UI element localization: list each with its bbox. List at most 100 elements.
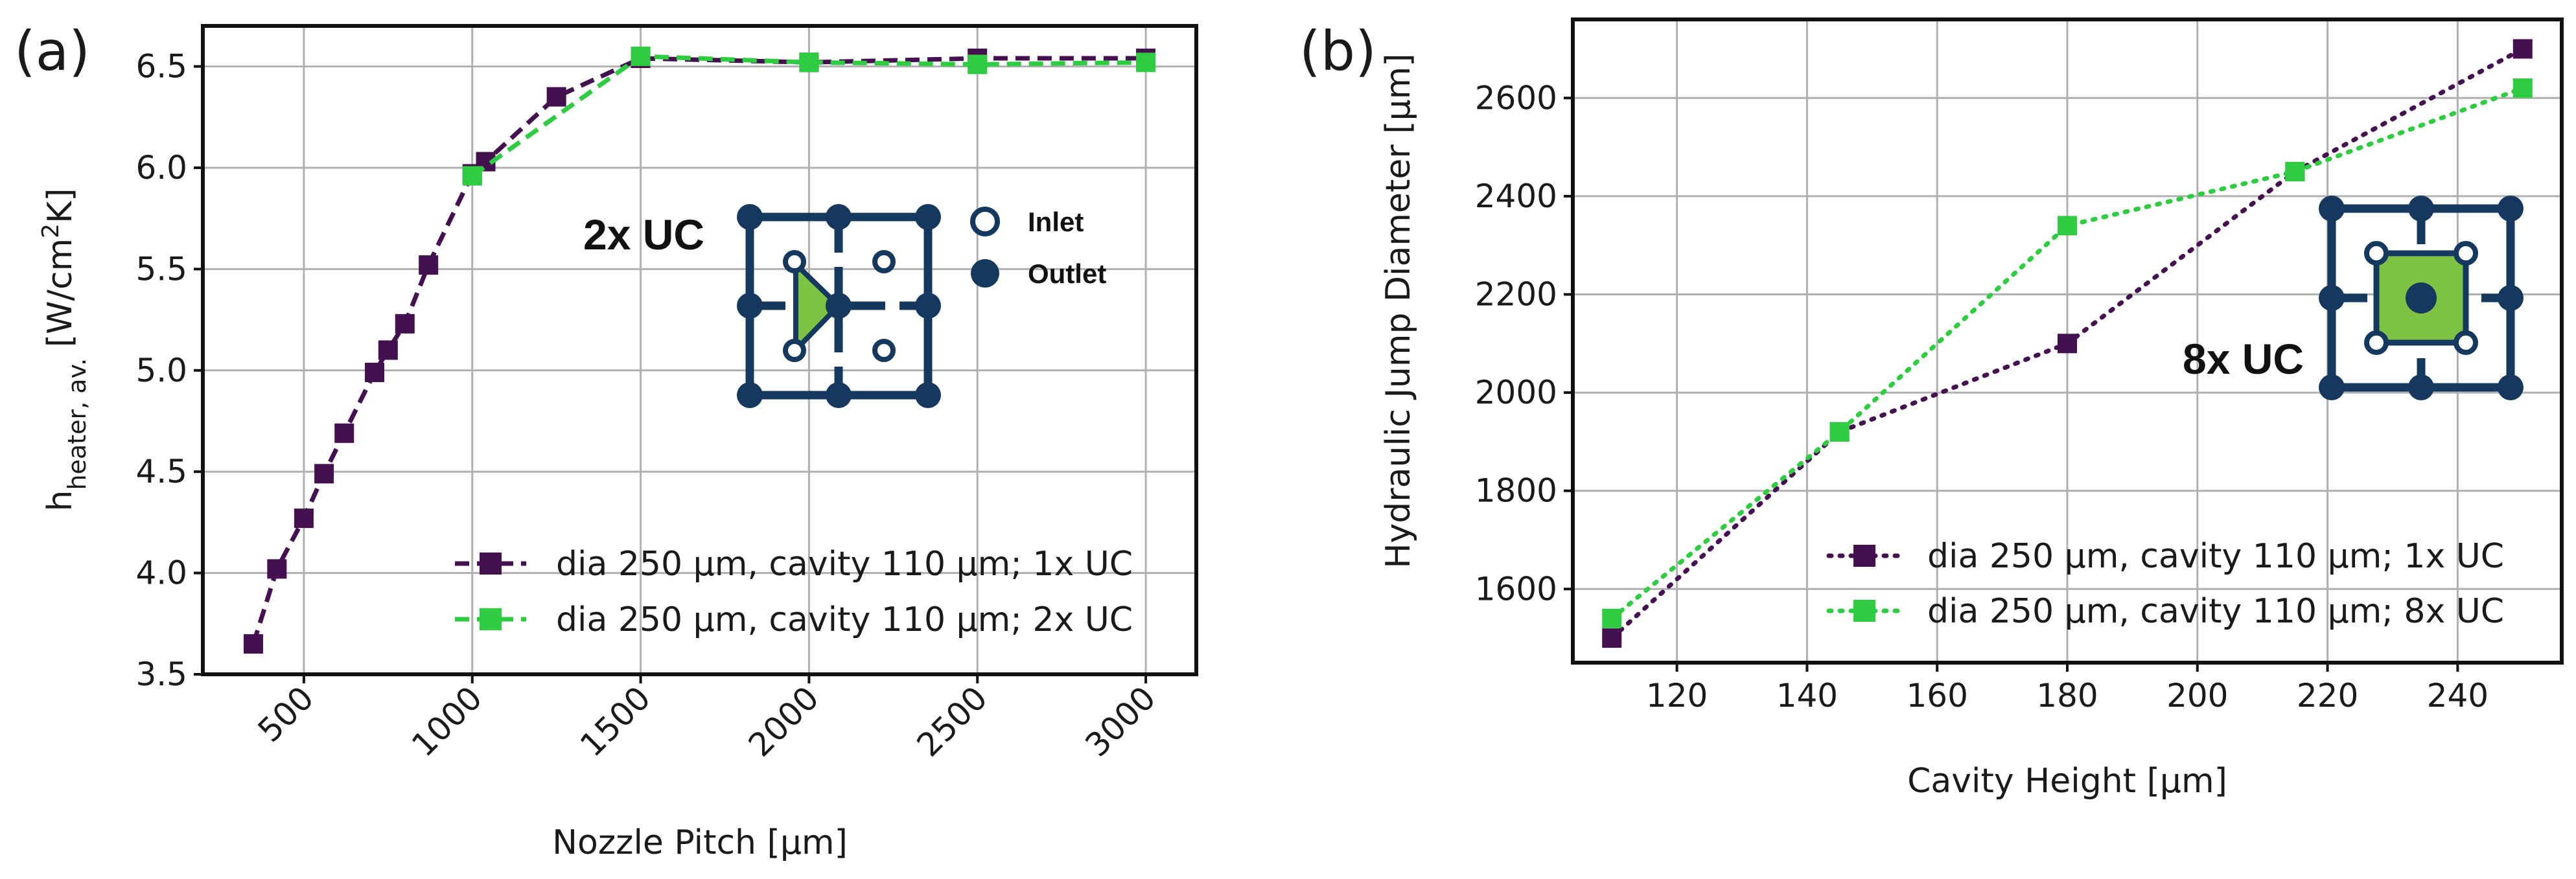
inset-8x-inlets — [2364, 241, 2478, 355]
panel-b-xlabel: Cavity Height [µm] — [1907, 762, 2227, 801]
x-tick-label: 200 — [2166, 677, 2228, 714]
outlet-marker — [826, 293, 852, 319]
inset-2x-unit-cell — [793, 258, 842, 356]
series-1-point — [378, 340, 398, 360]
series-1-point — [419, 255, 439, 275]
series-1-point — [267, 559, 287, 579]
x-tick-label: 240 — [2427, 677, 2489, 714]
series-2-point — [1136, 52, 1156, 73]
y-tick-label: 4.5 — [135, 453, 187, 490]
legend-a-marker-2 — [480, 608, 502, 630]
panel-a-ylabel: hheater, av. [W/cm2K] — [38, 188, 92, 512]
series-1-point — [546, 87, 566, 107]
inlet-marker — [872, 339, 896, 362]
panel-a-xlabel: Nozzle Pitch [µm] — [552, 823, 848, 862]
y-tick-label: 5.5 — [135, 250, 187, 288]
outlet-marker — [2319, 196, 2345, 222]
outlet-marker — [826, 382, 852, 408]
series-2-point — [968, 54, 988, 74]
series-2-point — [2512, 78, 2533, 98]
x-tick-label: 140 — [1776, 677, 1838, 714]
inset-8x-uc-title: 8x UC — [2183, 335, 2304, 383]
inset-inlet-label: Inlet — [1028, 207, 1084, 237]
legend-b-label-2: dia 250 µm, cavity 110 µm; 8x UC — [1927, 592, 2504, 631]
panel-a-label: (a) — [14, 19, 90, 83]
panel-b-grid — [1573, 19, 2562, 663]
panel-a-ticks: 500 1000 1500 2000 2500 3000 3.5 4.0 4.5 5.0 5.5 6.… — [135, 48, 1163, 764]
series-line-1 — [251, 56, 1146, 645]
panel-b: 120 140 160 180 200 220 240 1600 1800 2000 2200 240… — [1299, 17, 2564, 801]
outlet-key-icon — [971, 259, 999, 288]
panel-a: 500 1000 1500 2000 2500 3000 3.5 4.0 4.5 5.0 5.5 6.… — [14, 19, 1198, 862]
outlet-marker — [2408, 196, 2434, 222]
inlet-marker — [2364, 241, 2389, 266]
x-tick-label: 160 — [1906, 677, 1967, 714]
y-tick-label: 5.0 — [135, 352, 187, 389]
legend-a-label-2: dia 250 µm, cavity 110 µm; 2x UC — [556, 600, 1133, 639]
series-2-point — [462, 166, 482, 186]
inlet-marker — [2454, 330, 2478, 355]
series-1-point — [294, 508, 314, 529]
x-tick-label: 1500 — [573, 679, 658, 764]
outlet-marker — [2408, 374, 2434, 400]
inlet-key-icon — [970, 207, 1000, 236]
outlet-marker — [915, 382, 941, 408]
series-2-point — [631, 46, 651, 66]
inset-8x-outlets — [2319, 196, 2524, 400]
legend-b-marker-2 — [1853, 600, 1875, 622]
y-tick-label: 1600 — [1475, 570, 1557, 608]
x-tick-label: 1000 — [404, 679, 489, 764]
x-tick-label: 500 — [251, 679, 321, 749]
x-tick-label: 3000 — [1078, 679, 1163, 764]
panel-a-frame — [201, 24, 1198, 676]
x-tick-label: 220 — [2297, 677, 2358, 714]
ylabel-end: K] — [41, 188, 80, 223]
outlet-marker — [2498, 196, 2524, 222]
y-tick-label: 6.0 — [135, 149, 187, 187]
legend-a-marker-1 — [480, 553, 502, 575]
panel-b-label: (b) — [1299, 19, 1376, 83]
inset-2x-inlets — [783, 250, 896, 362]
x-tick-label: 120 — [1646, 677, 1708, 714]
ylabel-unit: [W/cm — [41, 238, 80, 358]
y-tick-label: 6.5 — [135, 48, 187, 86]
series-2-point — [1829, 422, 1850, 442]
series-1-point — [314, 464, 334, 484]
inlet-marker — [2364, 330, 2389, 355]
y-tick-label: 2000 — [1475, 374, 1557, 411]
outlet-marker — [915, 293, 941, 319]
panel-a-grid — [203, 26, 1196, 676]
series-1-point — [2512, 39, 2533, 59]
inset-2x-uc-title: 2x UC — [583, 211, 704, 258]
inset-outlet-label: Outlet — [1028, 258, 1106, 289]
x-tick-label: 2500 — [910, 679, 995, 764]
inlet-marker — [783, 250, 806, 273]
outlet-marker — [2319, 374, 2345, 400]
y-tick-label: 2200 — [1475, 275, 1557, 313]
panel-b-series — [1602, 39, 2533, 648]
x-tick-label: 2000 — [741, 679, 826, 764]
y-tick-label: 3.5 — [135, 656, 187, 693]
ylabel-main: h — [41, 490, 80, 512]
series-2-point — [2285, 161, 2305, 181]
series-1-point — [395, 314, 415, 334]
inlet-marker — [783, 339, 806, 362]
y-tick-label: 4.0 — [135, 554, 187, 592]
y-tick-label: 2400 — [1475, 177, 1557, 215]
inset-2x-uc: 2x UC Inlet — [583, 204, 1106, 408]
series-1-point — [2058, 334, 2077, 354]
inset-2x-outlets — [737, 204, 941, 408]
series-2-point — [799, 52, 819, 73]
series-1-point — [243, 634, 263, 654]
ylabel-sub: heater, av. — [63, 358, 91, 490]
outlet-marker — [2498, 285, 2524, 311]
series-2-point — [2058, 216, 2077, 236]
series-1-point — [365, 362, 385, 382]
panel-b-ticks: 120 140 160 180 200 220 240 1600 1800 2000 2200 240… — [1475, 79, 2489, 714]
legend-b-marker-1 — [1853, 545, 1875, 567]
y-tick-label: 1800 — [1475, 472, 1557, 510]
series-1-point — [1602, 628, 1622, 648]
legend-b-label-1: dia 250 µm, cavity 110 µm; 1x UC — [1927, 537, 2504, 576]
outlet-marker — [2498, 374, 2524, 400]
inlet-marker — [2454, 241, 2478, 266]
